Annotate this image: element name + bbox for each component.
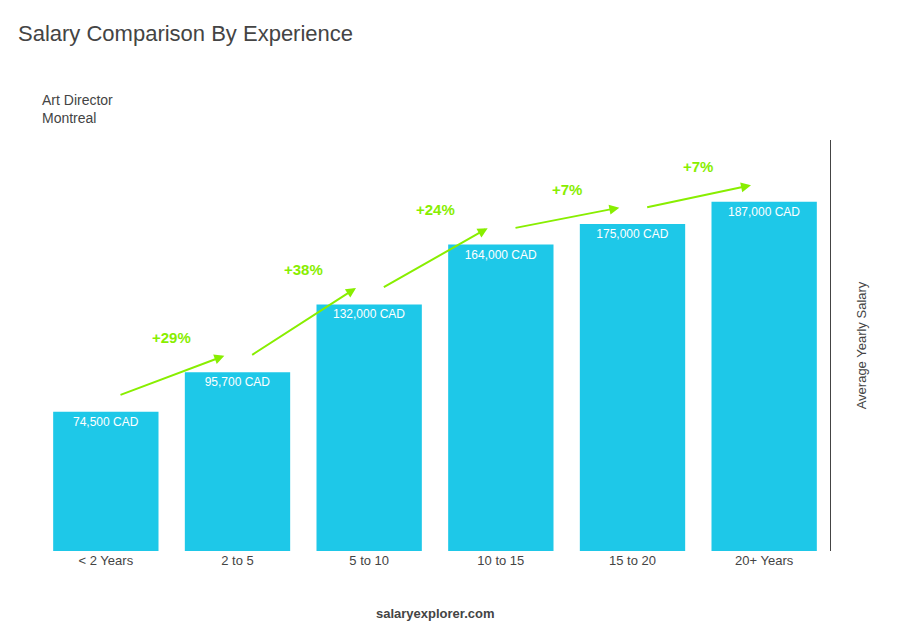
- svg-text:+38%: +38%: [284, 261, 323, 278]
- svg-text:15 to 20: 15 to 20: [609, 553, 656, 568]
- svg-text:2 to 5: 2 to 5: [221, 553, 254, 568]
- svg-text:187,000 CAD: 187,000 CAD: [728, 205, 800, 219]
- svg-text:132,000 CAD: 132,000 CAD: [333, 307, 405, 321]
- svg-text:+7%: +7%: [683, 158, 713, 175]
- svg-text:5 to 10: 5 to 10: [349, 553, 389, 568]
- svg-text:< 2 Years: < 2 Years: [79, 553, 134, 568]
- svg-text:164,000 CAD: 164,000 CAD: [465, 248, 537, 262]
- svg-text:74,500 CAD: 74,500 CAD: [73, 415, 139, 429]
- svg-text:175,000 CAD: 175,000 CAD: [596, 227, 668, 241]
- svg-text:+24%: +24%: [416, 201, 455, 218]
- svg-text:Salary Comparison By Experienc: Salary Comparison By Experience: [18, 21, 353, 46]
- svg-text:Average Yearly Salary: Average Yearly Salary: [854, 281, 869, 409]
- svg-text:95,700 CAD: 95,700 CAD: [205, 375, 271, 389]
- svg-text:+29%: +29%: [152, 329, 191, 346]
- svg-text:Art DirectorMontreal: Art DirectorMontreal: [42, 92, 113, 126]
- svg-text:+7%: +7%: [552, 181, 582, 198]
- svg-text:10 to 15: 10 to 15: [477, 553, 524, 568]
- svg-text:salaryexplorer.com: salaryexplorer.com: [376, 606, 495, 621]
- svg-text:20+ Years: 20+ Years: [735, 553, 794, 568]
